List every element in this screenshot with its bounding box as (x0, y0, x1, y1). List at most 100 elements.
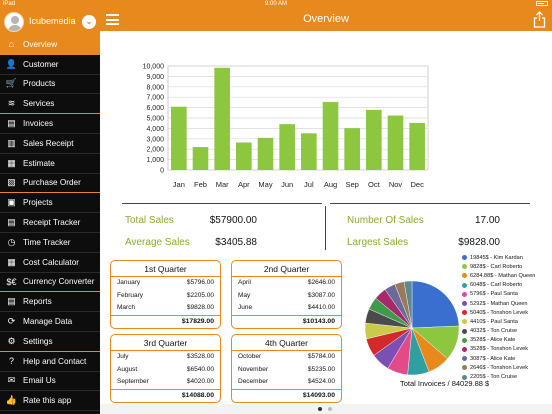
sidebar-item-products[interactable]: 🛒 Products (0, 75, 100, 95)
sidebar-item-cost-calculator[interactable]: ▦ Cost Calculator (0, 253, 100, 273)
month-value: $5235.00 (307, 365, 335, 373)
legend-label: 5040$ - Tonshon Levek (470, 309, 529, 316)
sidebar-item-label: Invoices (23, 119, 54, 129)
y-tick-label: 10,000 (143, 64, 165, 71)
sidebar-item-help-and-contact[interactable]: ? Help and Contact (0, 352, 100, 372)
calculator-icon: ▦ (7, 256, 16, 267)
legend-swatch (462, 273, 467, 279)
sidebar-item-label: Projects (23, 198, 53, 208)
month-value: $4410.00 (307, 304, 335, 311)
legend-item: 5292$ - Mathan Queen (462, 299, 552, 308)
bar (257, 137, 274, 170)
sidebar-nav: ⌂ Overview 👤 Customer 🛒 Products ≋ Services ▤ Inv… (0, 35, 100, 412)
top-bar: Overview (100, 9, 552, 31)
month-value: $6540.00 (186, 365, 214, 373)
divider (122, 203, 322, 204)
quarter-card: 4th Quarter October $5784.00 November $5235.… (231, 334, 342, 403)
legend-item: 6284.88$ - Mathan Queen (462, 271, 552, 280)
sidebar-item-label: Currency Converter (23, 277, 95, 287)
legend-item: 19845$ - Kim Kardan (462, 253, 552, 262)
quarter-total: $17829.00 (111, 314, 220, 328)
x-tick-label: May (258, 180, 272, 189)
sidebar-item-services[interactable]: ≋ Services (0, 94, 100, 115)
quarter-row: February $2205.00 (111, 290, 220, 303)
legend-label: 19845$ - Kim Kardan (470, 254, 523, 261)
month-value: $2646.00 (307, 279, 335, 286)
x-tick-label: Jul (304, 180, 314, 189)
legend-swatch (462, 328, 467, 334)
sidebar-item-overview[interactable]: ⌂ Overview (0, 35, 100, 55)
sidebar-item-customer[interactable]: 👤 Customer (0, 55, 100, 75)
legend-item: 5796$ - Paul Santa (462, 290, 552, 299)
quarter-row: January $5796.00 (111, 277, 220, 290)
sidebar-item-receipt-tracker[interactable]: ▤ Receipt Tracker (0, 213, 100, 233)
x-tick-label: Nov (389, 180, 403, 189)
sidebar-item-projects[interactable]: ▣ Projects (0, 193, 100, 214)
legend-label: 2646$ - Tonshon Levek (470, 364, 529, 371)
y-tick-label: 2,000 (146, 147, 164, 154)
y-tick-label: 9,000 (146, 74, 164, 81)
sidebar-item-manage-data[interactable]: ⟳ Manage Data (0, 312, 100, 332)
month-label: October (238, 353, 262, 360)
total-sales-value: $57900.00 (209, 215, 257, 226)
sidebar-item-settings[interactable]: ⚙ Settings (0, 332, 100, 352)
invoices-pie-chart (364, 280, 460, 376)
bar (409, 122, 425, 170)
month-value: $5796.00 (186, 279, 214, 286)
purchase-order-icon: ▧ (7, 177, 16, 188)
quarter-row: October $5784.00 (232, 351, 341, 364)
sidebar-item-label: Customer (23, 59, 59, 69)
x-tick-label: Oct (368, 180, 381, 189)
estimate-icon: ▦ (7, 157, 16, 168)
sidebar-item-label: Cost Calculator (23, 257, 79, 267)
y-tick-label: 7,000 (146, 95, 164, 102)
page-dot[interactable] (328, 407, 332, 411)
largest-sales-label: Largest Sales (347, 237, 409, 248)
month-label: December (238, 378, 268, 385)
monthly-sales-bar-chart: 0 1,000 2,000 3,000 4,000 5,000 6,000 7,000 8,00… (143, 64, 429, 189)
legend-swatch (462, 291, 467, 297)
share-icon[interactable] (533, 11, 546, 28)
hamburger-menu-icon[interactable] (106, 14, 119, 25)
legend-label: 6048$ - Carl Roberto (470, 282, 523, 289)
sidebar-item-estimate[interactable]: ▦ Estimate (0, 154, 100, 174)
legend-label: 4410$ - Paul Santa (470, 318, 518, 325)
quarter-total: $14088.00 (111, 388, 220, 402)
quarter-row: May $3087.00 (232, 290, 341, 303)
quarter-title: 4th Quarter (232, 335, 341, 351)
sidebar-item-label: Rate this app (23, 396, 72, 406)
chevron-down-icon[interactable]: ⌄ (82, 15, 96, 29)
legend-label: 3528$ - Alice Kate (470, 337, 516, 344)
legend-item: 4410$ - Paul Santa (462, 317, 552, 326)
legend-swatch (462, 282, 467, 288)
sidebar-item-sales-receipt[interactable]: ▥ Sales Receipt (0, 134, 100, 154)
pie-legend: 19845$ - Kim Kardan 9828$ - Carl Roberto 6… (462, 253, 552, 382)
sidebar-item-email-us[interactable]: ✉ Email Us (0, 372, 100, 392)
pie-slice (411, 280, 460, 329)
bar (192, 147, 209, 170)
invoice-icon: ▤ (7, 118, 16, 129)
legend-swatch (462, 301, 467, 307)
sidebar-item-currency-converter[interactable]: $€ Currency Converter (0, 273, 100, 293)
sidebar-item-purchase-order[interactable]: ▧ Purchase Order (0, 174, 100, 194)
layers-icon: ≋ (7, 98, 16, 109)
number-of-sales-label: Number Of Sales (347, 215, 424, 226)
clock-icon: ◷ (7, 236, 16, 247)
avatar[interactable] (4, 12, 24, 32)
sidebar-item-invoices[interactable]: ▤ Invoices (0, 114, 100, 134)
sidebar-item-label: Receipt Tracker (23, 218, 81, 228)
sidebar-item-rate-this-app[interactable]: 👍 Rate this app (0, 391, 100, 412)
legend-item: 2646$ - Tonshon Levek (462, 363, 552, 372)
sidebar-item-time-tracker[interactable]: ◷ Time Tracker (0, 233, 100, 253)
y-tick-label: 0 (160, 168, 164, 175)
month-value: $4524.00 (307, 378, 335, 385)
bar (301, 133, 317, 170)
legend-swatch (462, 356, 467, 362)
account-header[interactable]: Icubemedia ⌄ (0, 9, 100, 35)
sidebar-item-label: Products (23, 79, 56, 89)
average-sales-value: $3405.88 (215, 237, 257, 248)
projects-icon: ▣ (7, 197, 16, 208)
sidebar-item-reports[interactable]: ▤ Reports (0, 292, 100, 313)
page-dot-active[interactable] (318, 407, 322, 411)
legend-label: 6284.88$ - Mathan Queen (470, 272, 536, 279)
